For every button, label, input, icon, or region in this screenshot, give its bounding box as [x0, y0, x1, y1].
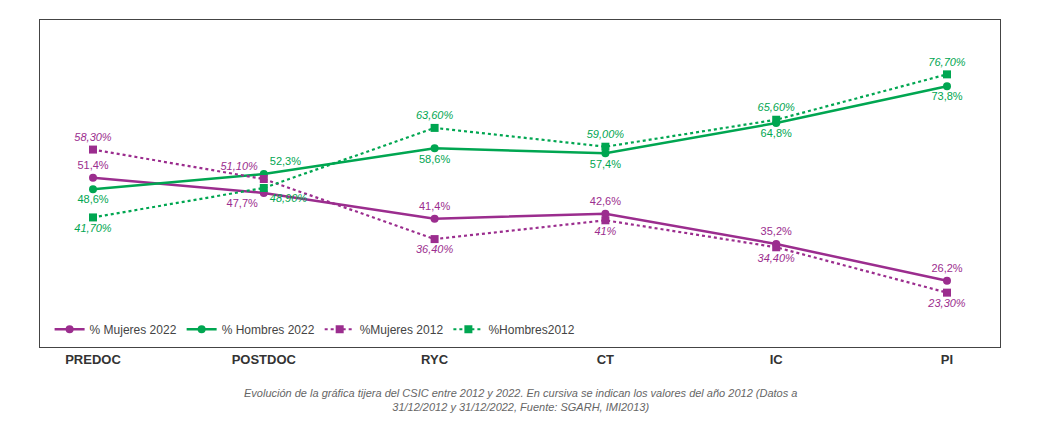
svg-text:59,00%: 59,00%: [587, 128, 625, 140]
svg-text:35,2%: 35,2%: [761, 225, 792, 237]
svg-text:58,6%: 58,6%: [419, 153, 450, 165]
svg-text:57,4%: 57,4%: [590, 158, 621, 170]
svg-text:PI: PI: [941, 352, 953, 367]
svg-text:41,70%: 41,70%: [74, 222, 112, 234]
svg-text:58,30%: 58,30%: [74, 131, 112, 143]
svg-text:65,60%: 65,60%: [758, 101, 796, 113]
svg-text:42,6%: 42,6%: [590, 195, 621, 207]
svg-text:%Hombres2012: %Hombres2012: [488, 323, 574, 337]
svg-text:52,3%: 52,3%: [270, 155, 301, 167]
svg-text:64,8%: 64,8%: [761, 127, 792, 139]
svg-text:RYC: RYC: [421, 352, 449, 367]
svg-text:48,6%: 48,6%: [77, 193, 108, 205]
svg-text:% Mujeres 2022: % Mujeres 2022: [90, 323, 177, 337]
svg-text:51,10%: 51,10%: [220, 160, 258, 172]
svg-text:%Mujeres 2012: %Mujeres 2012: [360, 323, 444, 337]
svg-text:63,60%: 63,60%: [416, 109, 454, 121]
svg-text:34,40%: 34,40%: [758, 252, 796, 264]
svg-text:23,30%: 23,30%: [927, 297, 966, 309]
svg-text:48,90%: 48,90%: [270, 192, 308, 204]
svg-text:47,7%: 47,7%: [227, 197, 258, 209]
svg-text:Evolución de la gráfica tijera: Evolución de la gráfica tijera del CSIC …: [244, 387, 797, 413]
svg-text:73,8%: 73,8%: [931, 90, 962, 102]
svg-text:CT: CT: [597, 352, 614, 367]
svg-text:IC: IC: [770, 352, 784, 367]
svg-text:POSTDOC: POSTDOC: [232, 352, 297, 367]
svg-text:41%: 41%: [594, 225, 616, 237]
svg-text:41,4%: 41,4%: [419, 200, 450, 212]
svg-text:51,4%: 51,4%: [77, 159, 108, 171]
svg-text:36,40%: 36,40%: [416, 243, 454, 255]
svg-text:PREDOC: PREDOC: [65, 352, 121, 367]
svg-text:% Hombres 2022: % Hombres 2022: [222, 323, 315, 337]
svg-text:26,2%: 26,2%: [931, 262, 962, 274]
svg-text:76,70%: 76,70%: [928, 56, 966, 68]
